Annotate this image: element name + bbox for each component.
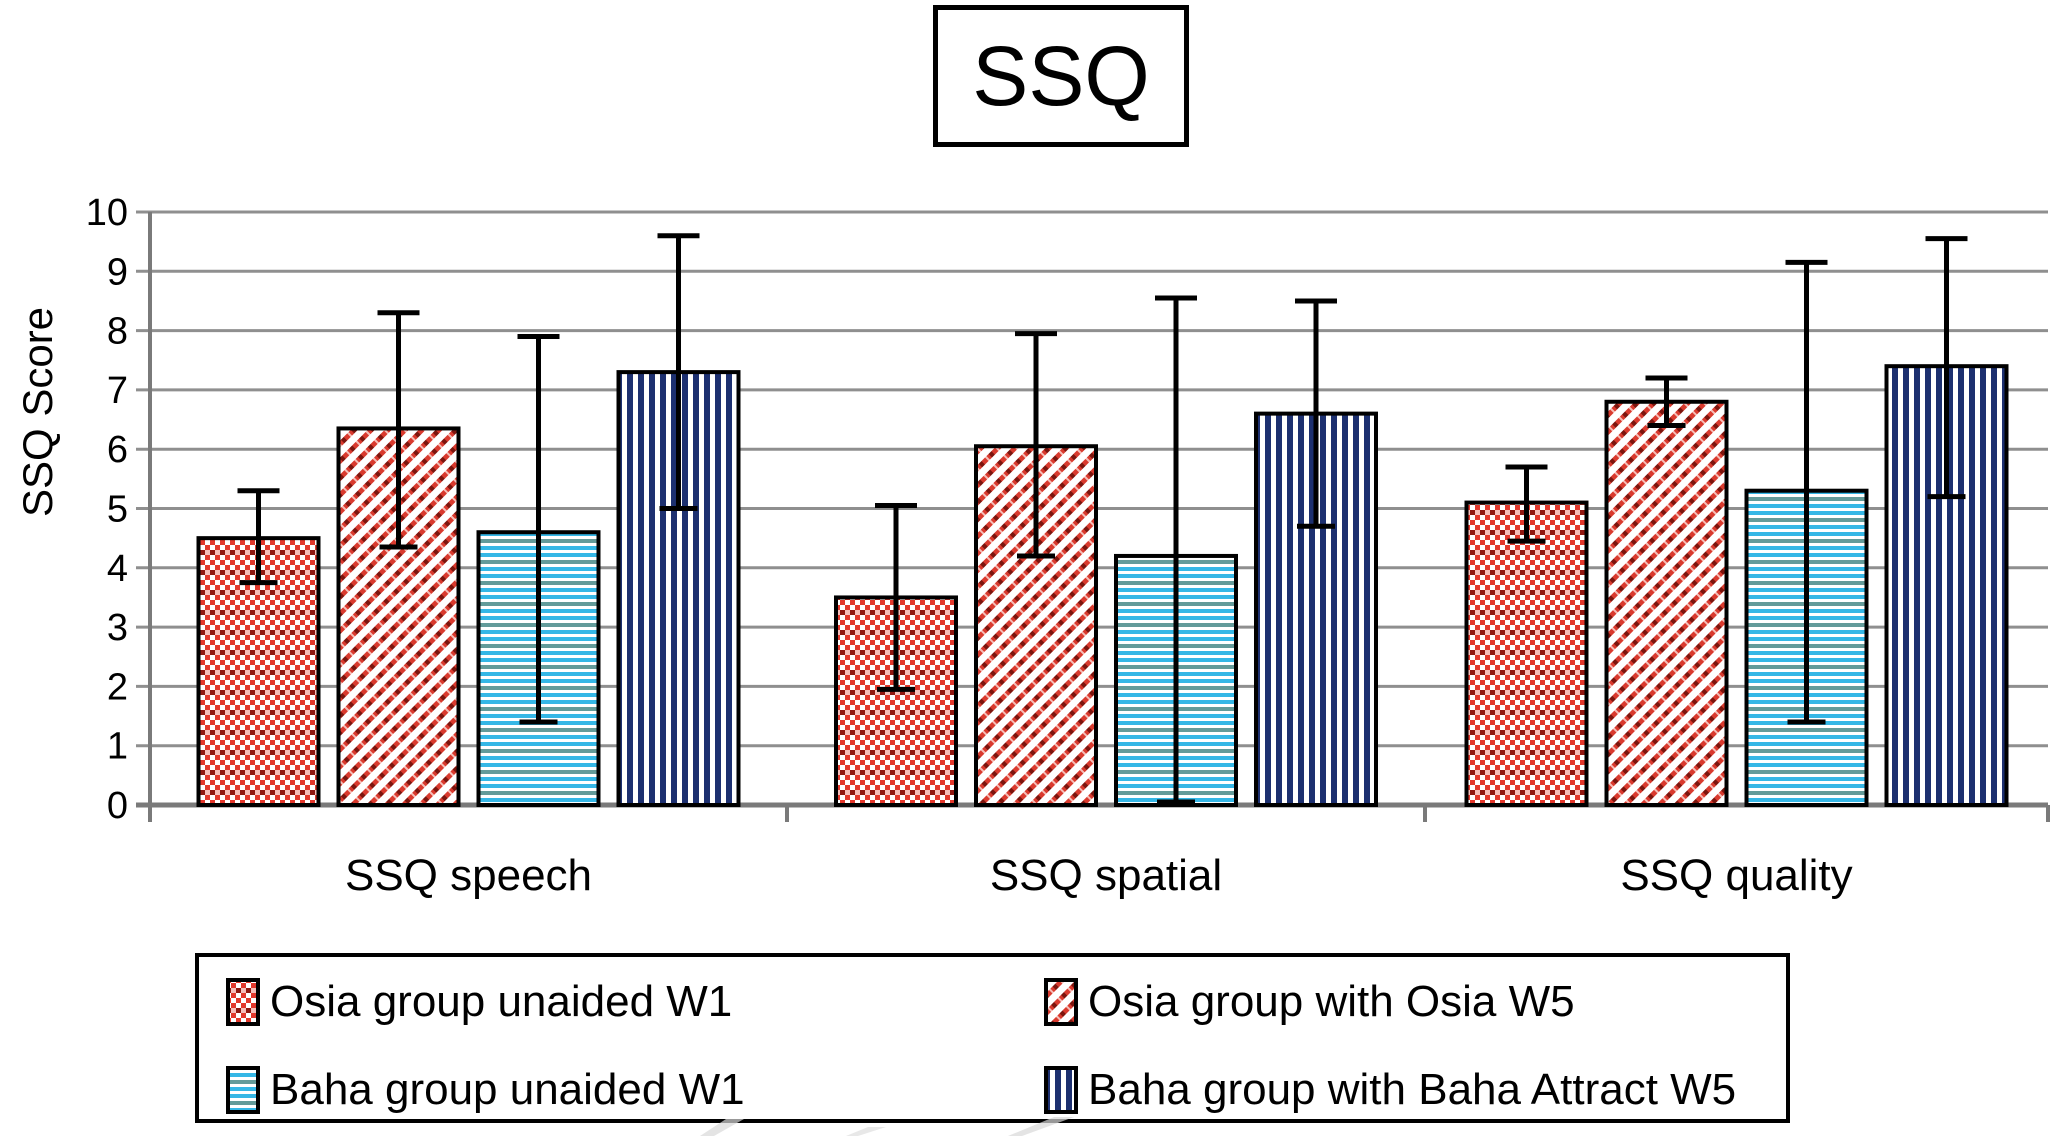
legend-swatch-navy-vertical	[1044, 1066, 1078, 1114]
chart-title: SSQ	[972, 29, 1150, 123]
y-tick-label: 6	[107, 429, 128, 471]
legend-label: Baha group with Baha Attract W5	[1088, 1065, 1737, 1114]
category-label: SSQ spatial	[990, 851, 1222, 900]
y-tick-label: 7	[107, 370, 128, 412]
plot-area: 0 1 2 3 4 5 6 7 8 9 10 SSQ speech SSQ spatial SSQ qua…	[86, 192, 2050, 900]
legend-swatch-red-checker	[226, 978, 260, 1026]
y-tick-label: 9	[107, 251, 128, 293]
bar	[196, 536, 321, 808]
y-tick-label: 8	[107, 311, 128, 353]
y-tick-label: 4	[107, 548, 128, 590]
bar	[616, 370, 741, 807]
bar	[1604, 399, 1729, 807]
legend-item: Osia group unaided W1	[226, 977, 732, 1027]
legend-label: Osia group unaided W1	[270, 977, 733, 1026]
bar	[1464, 500, 1589, 807]
y-tick-label: 0	[107, 785, 128, 827]
legend-swatch-red-diagonal	[1044, 978, 1078, 1026]
category-label: SSQ quality	[1620, 851, 1852, 900]
legend: Osia group unaided W1 Osia group with Os…	[195, 953, 1790, 1123]
y-tick-label: 1	[107, 726, 128, 768]
chart-title-box: SSQ	[933, 5, 1189, 147]
y-tick-label: 2	[107, 666, 128, 708]
legend-item: Osia group with Osia W5	[1044, 977, 1575, 1027]
y-tick-label: 10	[86, 192, 128, 234]
legend-swatch-cyan-horizontal	[226, 1066, 260, 1114]
legend-label: Osia group with Osia W5	[1088, 977, 1575, 1026]
category-label: SSQ speech	[345, 851, 592, 900]
y-axis-title: SSQ Score	[14, 306, 61, 518]
legend-item: Baha group with Baha Attract W5	[1044, 1065, 1736, 1115]
y-tick-label: 3	[107, 607, 128, 649]
legend-item: Baha group unaided W1	[226, 1065, 745, 1115]
legend-label: Baha group unaided W1	[270, 1065, 745, 1114]
y-tick-label: 5	[107, 489, 128, 531]
